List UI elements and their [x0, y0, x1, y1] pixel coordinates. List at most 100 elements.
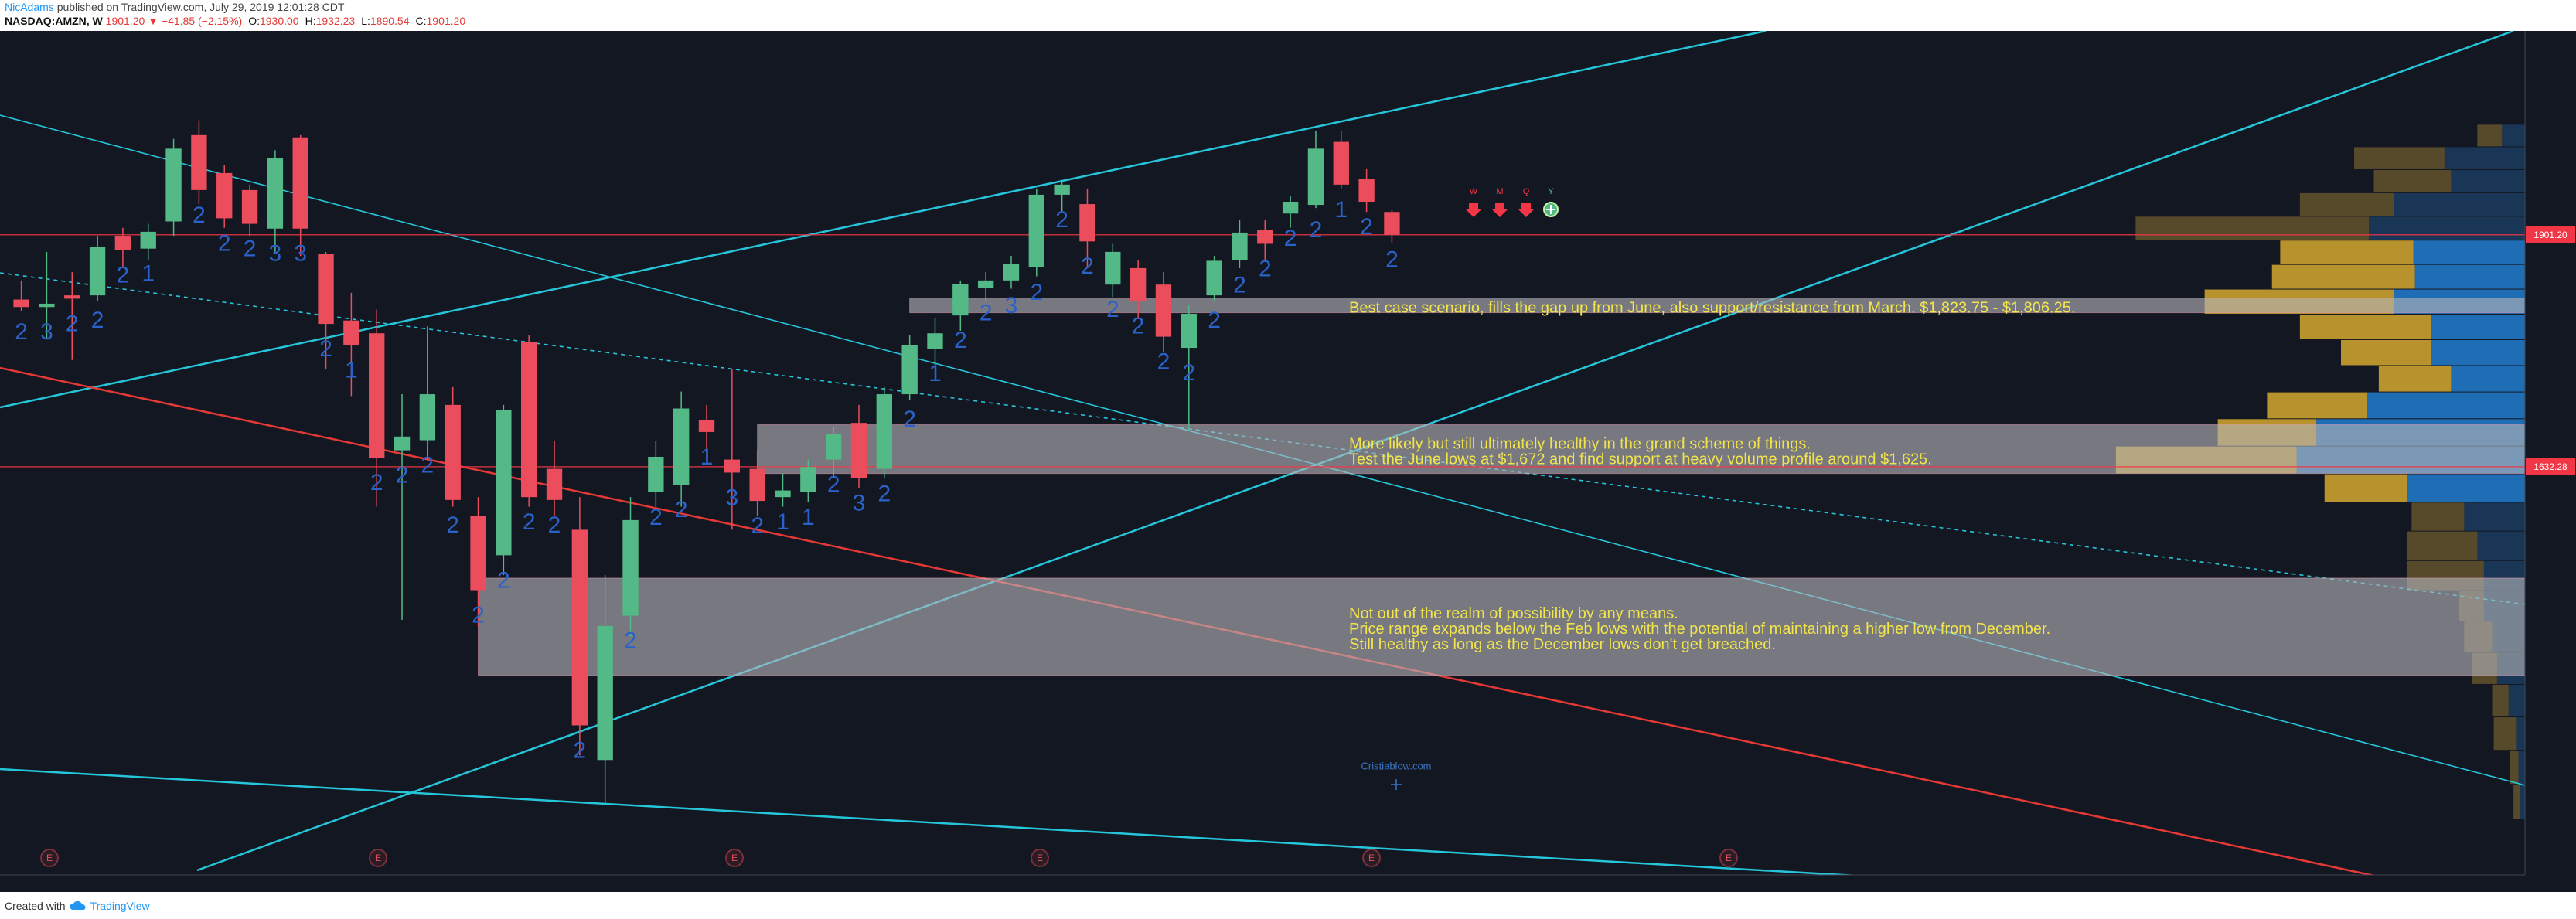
- candle-body: [673, 408, 690, 485]
- wave-label: 2: [1385, 247, 1399, 273]
- candle-body: [318, 254, 334, 325]
- candle-body: [1333, 141, 1349, 185]
- wave-label: 2: [980, 300, 993, 325]
- zone: [478, 577, 2526, 676]
- wave-label: 2: [396, 463, 409, 488]
- candle-body: [1003, 264, 1020, 281]
- wave-label: 3: [853, 491, 866, 516]
- zone-text: Best case scenario, fills the gap up fro…: [1349, 299, 2075, 316]
- wave-label: 2: [1259, 256, 1272, 281]
- candle-body: [140, 231, 156, 249]
- candle-body: [622, 519, 639, 616]
- logo: [70, 900, 85, 910]
- volume-up: [2520, 785, 2525, 819]
- volume-up: [2367, 392, 2525, 419]
- signal-arrow: [1465, 203, 1482, 217]
- wave-label: 1: [776, 509, 789, 535]
- candle-body: [876, 394, 892, 469]
- candle-body: [64, 295, 80, 299]
- wave-label: 2: [649, 505, 663, 530]
- candle-body: [597, 625, 613, 761]
- volume-up: [2516, 717, 2525, 751]
- price-tag: [2526, 458, 2575, 475]
- volume-up: [2369, 216, 2525, 240]
- earnings-circle[interactable]: [1362, 849, 1381, 867]
- wave-label: 3: [269, 241, 282, 267]
- wave-label: 3: [1005, 293, 1018, 318]
- wave-label: 1: [345, 358, 358, 383]
- wave-label: 2: [523, 509, 536, 535]
- candle-body: [775, 490, 791, 498]
- zone-text: Not out of the realm of possibility by a…: [1349, 605, 1678, 622]
- wave-label: 2: [751, 513, 764, 539]
- candle-body: [749, 468, 765, 502]
- wave-label: 2: [954, 328, 967, 353]
- axes: 1901.20 1632.28: [0, 31, 2576, 892]
- wave-label: 2: [1208, 308, 1221, 333]
- earnings-circle[interactable]: [369, 849, 387, 867]
- crosshair: [1391, 779, 1402, 790]
- candle-body: [571, 529, 588, 726]
- volume-up: [2451, 169, 2525, 192]
- wave-label: 3: [40, 319, 53, 345]
- volume-down: [2510, 751, 2519, 785]
- earnings-circle[interactable]: [725, 849, 744, 867]
- wave-label: 2: [675, 497, 688, 522]
- author[interactable]: NicAdams: [5, 1, 54, 13]
- wave-label: 2: [370, 470, 383, 495]
- candle-body: [1130, 267, 1147, 301]
- volume-down: [2411, 502, 2465, 531]
- wave-label: 2: [903, 407, 916, 432]
- footer: Created with TradingView: [0, 892, 2576, 919]
- signal-label: Y: [1548, 187, 1554, 196]
- wave-label: 2: [1030, 280, 1043, 305]
- signal-label: Q: [1523, 187, 1530, 196]
- earnings-circle[interactable]: [1031, 849, 1049, 867]
- candle-body: [13, 299, 29, 308]
- candle-body: [1028, 194, 1044, 267]
- volume-down: [2341, 339, 2431, 366]
- wave-label: 2: [218, 230, 231, 256]
- candle-body: [343, 320, 359, 345]
- candle-body: [1105, 251, 1121, 285]
- wave-label: 1: [802, 505, 815, 530]
- volume-up: [2394, 192, 2525, 216]
- candle-body: [1181, 313, 1197, 349]
- candle-body: [470, 516, 486, 591]
- candle-body: [419, 394, 436, 441]
- wave-label: 2: [827, 471, 840, 497]
- candle-body: [445, 404, 461, 500]
- signal-arrow: [1491, 203, 1508, 217]
- wave-label: 2: [1360, 214, 1373, 240]
- earnings-label: E: [1368, 853, 1375, 863]
- wave-label: 2: [1182, 360, 1195, 386]
- candle-body: [216, 172, 233, 219]
- candle-body: [165, 148, 182, 222]
- candle-body: [800, 467, 816, 493]
- published: published on TradingView.com, July 29, 2…: [56, 1, 345, 13]
- created-with: Created with: [5, 899, 66, 912]
- wave-label: 2: [624, 628, 637, 653]
- volume-up: [2451, 366, 2525, 392]
- candle-body: [521, 342, 537, 498]
- brand[interactable]: TradingView: [90, 899, 150, 912]
- wave-label: 2: [421, 452, 434, 478]
- volume-down: [2477, 124, 2503, 147]
- earnings-label: E: [375, 853, 381, 863]
- volume-down: [2378, 366, 2452, 392]
- volume-down: [2407, 531, 2478, 560]
- wave-label: 1: [1334, 197, 1348, 223]
- wave-label: 2: [446, 512, 459, 538]
- earnings-circle[interactable]: [1719, 849, 1738, 867]
- wave-label: 2: [15, 319, 28, 345]
- symbol-line: NASDAQ:AMZN, W 1901.20 ▼ −41.85 (−2.15%)…: [5, 14, 2576, 28]
- earnings-label: E: [1037, 853, 1043, 863]
- candle-body: [850, 423, 867, 478]
- candle-body: [1206, 260, 1222, 296]
- candle-body: [191, 134, 207, 190]
- signal-label: W: [1470, 187, 1478, 196]
- volume-up: [2518, 751, 2525, 785]
- earnings-circle[interactable]: [40, 849, 59, 867]
- price-tag: [2526, 226, 2575, 243]
- candle-body: [241, 189, 258, 224]
